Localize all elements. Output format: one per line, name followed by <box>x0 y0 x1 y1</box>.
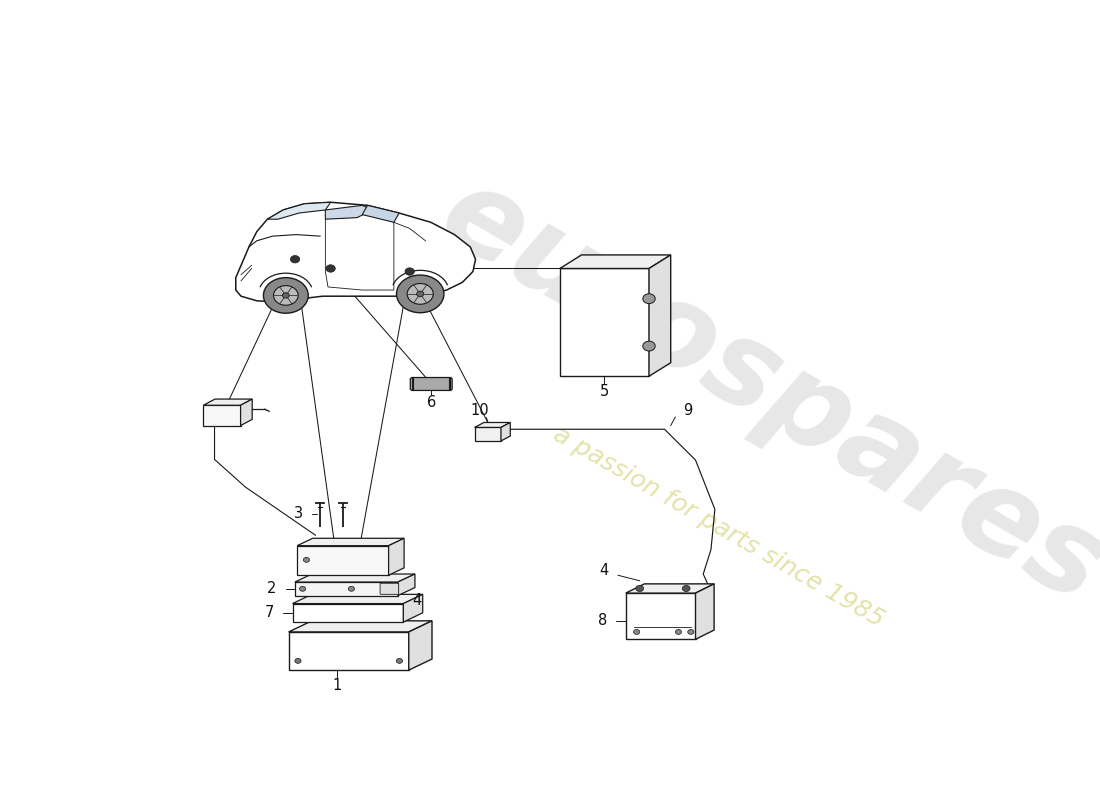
Circle shape <box>396 275 444 313</box>
Polygon shape <box>235 202 475 302</box>
Text: 3: 3 <box>294 506 302 521</box>
Circle shape <box>682 586 690 591</box>
Polygon shape <box>267 202 331 219</box>
Circle shape <box>688 630 694 634</box>
Polygon shape <box>204 406 241 426</box>
Polygon shape <box>241 399 252 426</box>
Circle shape <box>274 286 298 306</box>
Circle shape <box>283 293 289 298</box>
Polygon shape <box>297 546 388 575</box>
Polygon shape <box>695 584 714 639</box>
Polygon shape <box>388 538 404 575</box>
Polygon shape <box>326 206 373 219</box>
Polygon shape <box>362 206 399 222</box>
Polygon shape <box>626 593 695 639</box>
FancyBboxPatch shape <box>381 583 398 594</box>
Polygon shape <box>295 574 415 582</box>
Polygon shape <box>649 255 671 376</box>
Polygon shape <box>560 255 671 269</box>
Polygon shape <box>404 594 422 622</box>
Circle shape <box>326 265 336 272</box>
Polygon shape <box>293 594 422 603</box>
Circle shape <box>299 586 306 591</box>
FancyBboxPatch shape <box>410 378 452 390</box>
Polygon shape <box>560 269 649 376</box>
Circle shape <box>634 630 640 634</box>
Text: 2: 2 <box>267 582 276 596</box>
Circle shape <box>263 278 308 314</box>
Polygon shape <box>295 582 398 595</box>
Circle shape <box>636 586 644 591</box>
Circle shape <box>304 558 309 562</box>
Text: 6: 6 <box>427 394 436 410</box>
Polygon shape <box>474 427 500 441</box>
Text: 1: 1 <box>332 678 341 693</box>
Text: 5: 5 <box>600 384 609 399</box>
Circle shape <box>642 294 656 303</box>
Polygon shape <box>204 399 252 406</box>
Text: eurospares: eurospares <box>421 155 1100 628</box>
Polygon shape <box>398 574 415 595</box>
Circle shape <box>642 341 656 351</box>
Polygon shape <box>288 632 409 670</box>
Text: 4: 4 <box>600 563 608 578</box>
Text: 10: 10 <box>471 402 490 418</box>
Polygon shape <box>297 538 404 546</box>
Text: 7: 7 <box>265 606 274 620</box>
Polygon shape <box>409 621 432 670</box>
Circle shape <box>290 255 299 263</box>
Polygon shape <box>500 422 510 441</box>
Circle shape <box>405 268 415 275</box>
Circle shape <box>675 630 682 634</box>
Polygon shape <box>288 621 432 632</box>
Circle shape <box>349 586 354 591</box>
Text: 4: 4 <box>412 593 422 608</box>
Circle shape <box>417 291 424 297</box>
Circle shape <box>396 658 403 663</box>
Polygon shape <box>293 603 404 622</box>
Text: 9: 9 <box>683 403 692 418</box>
Circle shape <box>295 658 301 663</box>
Circle shape <box>407 283 433 304</box>
Polygon shape <box>626 584 714 593</box>
Polygon shape <box>474 422 510 427</box>
Text: 8: 8 <box>598 614 607 628</box>
Text: a passion for parts since 1985: a passion for parts since 1985 <box>549 422 889 632</box>
